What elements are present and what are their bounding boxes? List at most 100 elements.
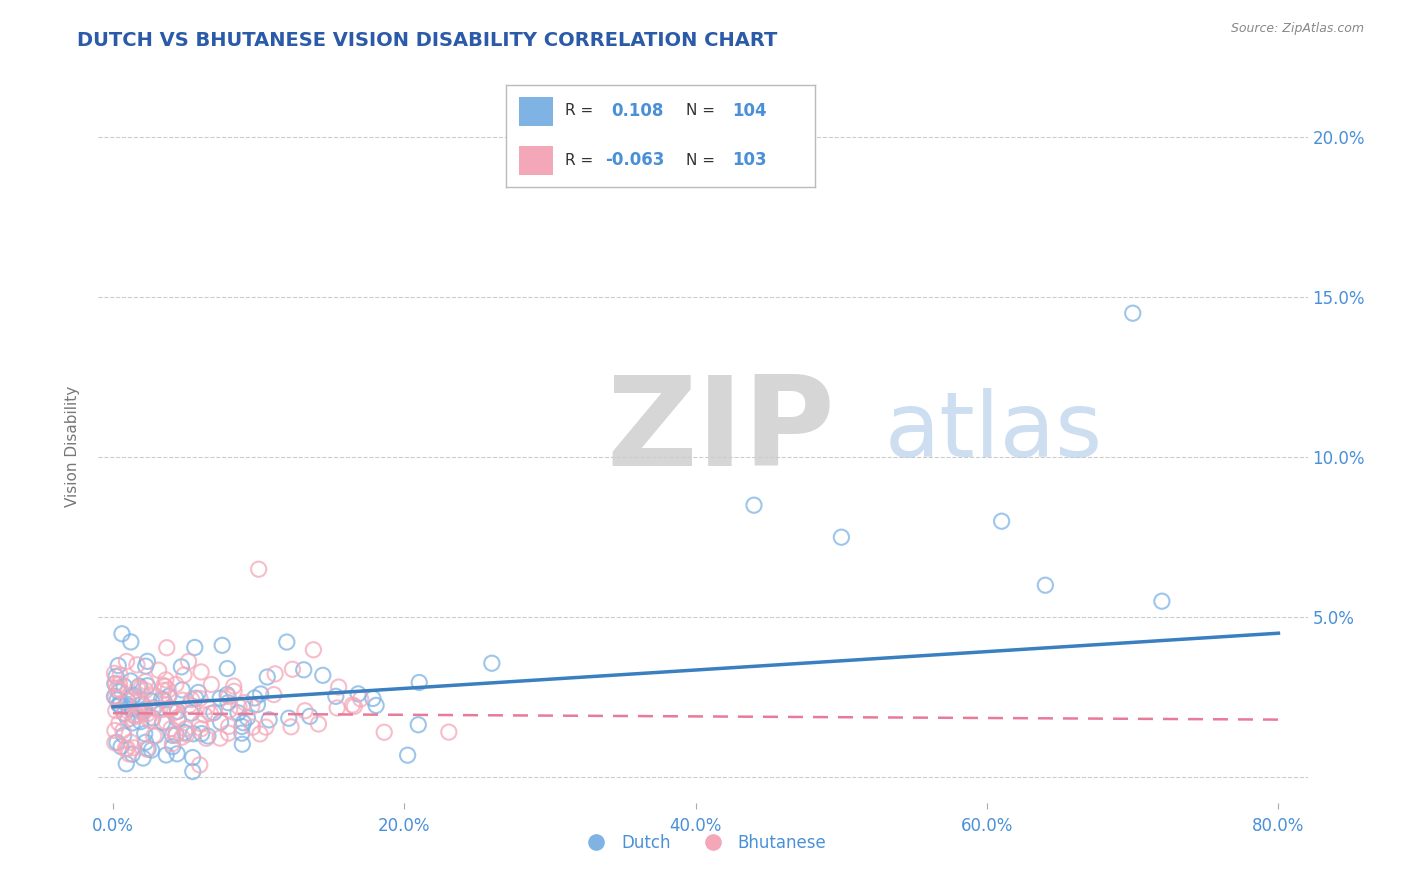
Y-axis label: Vision Disability: Vision Disability bbox=[65, 385, 80, 507]
Point bbox=[136, 742, 159, 756]
Point bbox=[373, 725, 395, 739]
Point bbox=[325, 690, 347, 704]
Point bbox=[121, 690, 143, 704]
Point bbox=[257, 713, 280, 727]
Point bbox=[233, 696, 256, 710]
Point bbox=[117, 712, 139, 726]
Point bbox=[173, 668, 195, 682]
Point bbox=[197, 729, 219, 743]
Point bbox=[148, 663, 170, 677]
Point bbox=[110, 683, 132, 698]
Point bbox=[231, 719, 253, 733]
Point bbox=[131, 705, 153, 719]
Point bbox=[180, 692, 202, 706]
Point bbox=[830, 530, 852, 544]
Point bbox=[108, 668, 131, 682]
Point bbox=[118, 747, 141, 761]
Point bbox=[152, 715, 174, 730]
Point bbox=[170, 730, 193, 744]
Point bbox=[104, 677, 127, 691]
Point bbox=[132, 751, 155, 765]
Point bbox=[122, 708, 145, 723]
Point bbox=[118, 699, 141, 714]
Point bbox=[115, 697, 138, 711]
Point bbox=[276, 635, 298, 649]
Point bbox=[193, 708, 215, 723]
Point bbox=[187, 685, 209, 699]
FancyBboxPatch shape bbox=[519, 146, 553, 175]
Point bbox=[103, 690, 125, 704]
Text: atlas: atlas bbox=[884, 388, 1102, 475]
Point bbox=[135, 659, 157, 673]
Point bbox=[218, 726, 240, 740]
Point bbox=[361, 691, 384, 706]
Point bbox=[326, 701, 349, 715]
Point bbox=[280, 720, 302, 734]
Point bbox=[249, 687, 271, 701]
Point bbox=[121, 715, 143, 730]
Point bbox=[232, 715, 254, 730]
Point bbox=[134, 683, 156, 698]
Point bbox=[132, 704, 155, 718]
Point bbox=[117, 694, 139, 708]
Point bbox=[174, 725, 197, 739]
Point bbox=[217, 696, 239, 710]
Point bbox=[112, 728, 135, 742]
Point bbox=[125, 709, 148, 723]
Point bbox=[142, 711, 165, 725]
Point bbox=[263, 688, 285, 702]
Point bbox=[231, 726, 253, 740]
Point bbox=[742, 498, 765, 512]
Point bbox=[111, 627, 134, 641]
Point bbox=[200, 706, 222, 721]
Point bbox=[141, 743, 163, 757]
Point bbox=[167, 713, 190, 727]
Text: N =: N = bbox=[686, 153, 714, 168]
Point bbox=[141, 694, 163, 708]
Text: 104: 104 bbox=[733, 102, 766, 120]
Text: R =: R = bbox=[565, 103, 593, 119]
Point bbox=[159, 700, 181, 714]
Point bbox=[120, 673, 142, 688]
Point bbox=[136, 679, 159, 693]
Point bbox=[347, 687, 370, 701]
Point bbox=[200, 677, 222, 691]
Point bbox=[181, 750, 204, 764]
Point bbox=[141, 714, 163, 729]
Point bbox=[111, 723, 134, 738]
Point bbox=[166, 705, 188, 719]
Point bbox=[163, 706, 186, 720]
Point bbox=[240, 699, 263, 714]
Point bbox=[120, 702, 142, 716]
Point bbox=[990, 514, 1012, 528]
Point bbox=[152, 683, 174, 698]
Point bbox=[160, 722, 183, 736]
Point bbox=[104, 704, 127, 718]
Point bbox=[211, 638, 233, 652]
Point bbox=[134, 726, 156, 740]
Text: -0.063: -0.063 bbox=[605, 151, 665, 169]
Point bbox=[108, 698, 131, 712]
Point bbox=[125, 707, 148, 722]
Point bbox=[281, 662, 304, 676]
Point bbox=[350, 692, 373, 706]
Point bbox=[408, 675, 430, 690]
Point bbox=[157, 690, 180, 704]
Point bbox=[209, 715, 232, 730]
Point bbox=[342, 698, 364, 712]
Point bbox=[208, 731, 231, 745]
Point bbox=[364, 698, 387, 713]
Point bbox=[105, 681, 128, 696]
Point bbox=[138, 712, 160, 726]
Point bbox=[108, 677, 131, 691]
Point bbox=[1150, 594, 1173, 608]
Point bbox=[129, 681, 152, 696]
Point bbox=[105, 735, 128, 749]
Text: Source: ZipAtlas.com: Source: ZipAtlas.com bbox=[1230, 22, 1364, 36]
Point bbox=[120, 635, 142, 649]
Point bbox=[127, 698, 149, 713]
Point bbox=[277, 711, 299, 725]
Point bbox=[247, 562, 270, 576]
Point bbox=[172, 693, 194, 707]
Point bbox=[218, 719, 240, 733]
